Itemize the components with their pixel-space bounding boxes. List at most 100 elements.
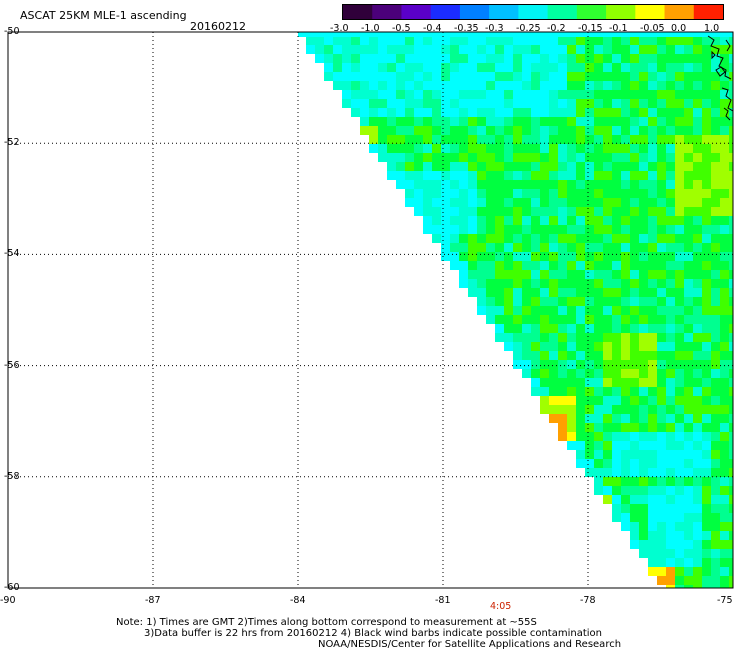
data-pixel bbox=[522, 72, 531, 81]
data-pixel bbox=[630, 522, 639, 531]
data-pixel bbox=[693, 288, 702, 297]
data-pixel bbox=[711, 207, 720, 216]
data-pixel bbox=[459, 117, 468, 126]
data-pixel bbox=[639, 450, 648, 459]
data-pixel bbox=[450, 117, 459, 126]
data-pixel bbox=[450, 162, 459, 171]
data-pixel bbox=[639, 432, 648, 441]
data-pixel bbox=[603, 90, 612, 99]
data-pixel bbox=[648, 432, 657, 441]
data-pixel bbox=[468, 117, 477, 126]
data-pixel bbox=[513, 198, 522, 207]
data-pixel bbox=[657, 459, 666, 468]
data-pixel bbox=[504, 63, 513, 72]
data-pixel bbox=[558, 162, 567, 171]
swath-map bbox=[7, 31, 734, 589]
data-pixel bbox=[693, 495, 702, 504]
data-pixel bbox=[405, 54, 414, 63]
data-pixel bbox=[549, 243, 558, 252]
data-pixel bbox=[567, 81, 576, 90]
data-pixel bbox=[549, 207, 558, 216]
data-pixel bbox=[594, 459, 603, 468]
data-pixel bbox=[513, 279, 522, 288]
data-pixel bbox=[666, 396, 675, 405]
data-pixel bbox=[558, 198, 567, 207]
data-pixel bbox=[531, 378, 540, 387]
data-pixel bbox=[450, 225, 459, 234]
data-pixel bbox=[504, 135, 513, 144]
data-pixel bbox=[639, 522, 648, 531]
data-pixel bbox=[585, 207, 594, 216]
data-pixel bbox=[360, 63, 369, 72]
data-pixel bbox=[729, 459, 733, 468]
data-pixel bbox=[495, 270, 504, 279]
color-scale-label: -0.2 bbox=[547, 23, 566, 34]
data-pixel bbox=[675, 234, 684, 243]
data-pixel bbox=[576, 225, 585, 234]
data-pixel bbox=[594, 45, 603, 54]
data-pixel bbox=[477, 117, 486, 126]
data-pixel bbox=[702, 261, 711, 270]
data-pixel bbox=[729, 576, 733, 585]
data-pixel bbox=[540, 81, 549, 90]
data-pixel bbox=[639, 135, 648, 144]
data-pixel bbox=[729, 243, 733, 252]
data-pixel bbox=[540, 189, 549, 198]
data-pixel bbox=[693, 414, 702, 423]
data-pixel bbox=[342, 72, 351, 81]
data-pixel bbox=[729, 234, 733, 243]
data-pixel bbox=[558, 207, 567, 216]
data-pixel bbox=[558, 36, 567, 45]
data-pixel bbox=[441, 144, 450, 153]
data-pixel bbox=[549, 234, 558, 243]
data-pixel bbox=[612, 90, 621, 99]
data-pixel bbox=[405, 171, 414, 180]
data-pixel bbox=[558, 369, 567, 378]
data-pixel bbox=[576, 81, 585, 90]
data-pixel bbox=[612, 297, 621, 306]
data-pixel bbox=[621, 90, 630, 99]
data-pixel bbox=[495, 117, 504, 126]
data-pixel bbox=[531, 351, 540, 360]
data-pixel bbox=[729, 522, 733, 531]
data-pixel bbox=[351, 36, 360, 45]
longitude-label: -81 bbox=[435, 595, 451, 606]
data-pixel bbox=[504, 90, 513, 99]
color-scale-swatch bbox=[518, 5, 549, 19]
data-pixel bbox=[612, 108, 621, 117]
data-pixel bbox=[594, 450, 603, 459]
data-pixel bbox=[711, 171, 720, 180]
data-pixel bbox=[549, 414, 558, 423]
data-pixel bbox=[477, 234, 486, 243]
data-pixel bbox=[477, 81, 486, 90]
data-pixel bbox=[693, 585, 702, 588]
data-pixel bbox=[648, 522, 657, 531]
data-pixel bbox=[414, 81, 423, 90]
data-pixel bbox=[477, 135, 486, 144]
data-pixel bbox=[666, 495, 675, 504]
data-pixel bbox=[387, 162, 396, 171]
data-pixel bbox=[549, 99, 558, 108]
data-pixel bbox=[531, 315, 540, 324]
data-pixel bbox=[477, 207, 486, 216]
data-pixel bbox=[657, 270, 666, 279]
data-pixel bbox=[666, 189, 675, 198]
data-pixel bbox=[441, 180, 450, 189]
data-pixel bbox=[459, 81, 468, 90]
data-pixel bbox=[621, 306, 630, 315]
data-pixel bbox=[576, 432, 585, 441]
data-pixel bbox=[477, 153, 486, 162]
data-pixel bbox=[513, 126, 522, 135]
data-pixel bbox=[585, 99, 594, 108]
data-pixel bbox=[459, 180, 468, 189]
coastline-segment bbox=[723, 107, 731, 121]
data-pixel bbox=[666, 90, 675, 99]
data-pixel bbox=[558, 225, 567, 234]
data-pixel bbox=[531, 72, 540, 81]
data-pixel bbox=[396, 54, 405, 63]
data-pixel bbox=[702, 297, 711, 306]
data-pixel bbox=[576, 144, 585, 153]
data-pixel bbox=[639, 549, 648, 558]
data-pixel bbox=[612, 135, 621, 144]
data-pixel bbox=[729, 450, 733, 459]
